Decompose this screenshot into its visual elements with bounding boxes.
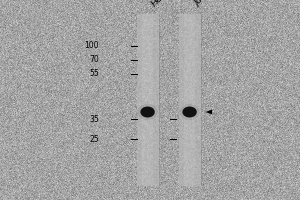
Bar — [142, 14, 153, 186]
Ellipse shape — [179, 104, 200, 120]
Bar — [184, 14, 195, 186]
Text: Jurkat: Jurkat — [194, 0, 218, 8]
Text: 70: 70 — [89, 55, 99, 64]
Ellipse shape — [137, 104, 158, 120]
Text: 25: 25 — [89, 134, 99, 144]
Ellipse shape — [182, 106, 197, 117]
Bar — [178, 14, 201, 186]
Text: 100: 100 — [85, 42, 99, 50]
Polygon shape — [206, 110, 212, 114]
Text: Hela: Hela — [150, 0, 171, 8]
Text: 35: 35 — [89, 114, 99, 123]
Ellipse shape — [140, 106, 155, 117]
Bar — [136, 14, 159, 186]
Text: 55: 55 — [89, 70, 99, 78]
